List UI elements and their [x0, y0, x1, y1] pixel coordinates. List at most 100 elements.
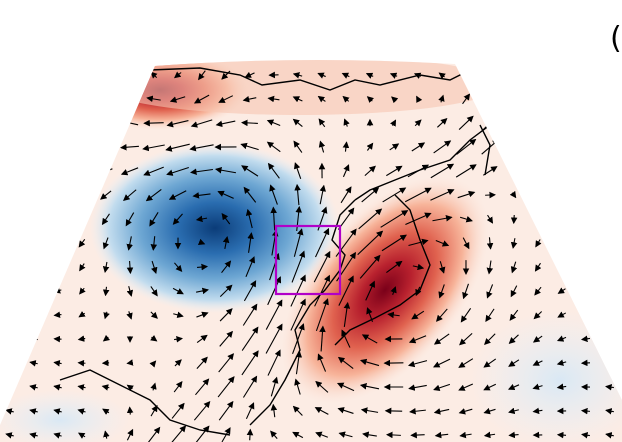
wind-arrow — [76, 120, 88, 126]
wind-arrow — [315, 298, 329, 332]
wind-arrow — [173, 311, 184, 319]
wind-arrow — [5, 239, 14, 247]
wind-arrow — [605, 120, 614, 127]
wind-arrow — [174, 359, 182, 367]
wind-arrow — [53, 239, 62, 246]
wind-arrow — [266, 119, 281, 126]
wind-arrow — [381, 234, 407, 252]
wind-arrow — [317, 95, 326, 103]
wind-arrow — [361, 334, 378, 344]
wind-arrow — [508, 140, 521, 153]
wind-arrow — [171, 402, 185, 419]
wind-arrow — [174, 335, 184, 343]
wind-arrow — [462, 283, 469, 300]
wind-arrow — [172, 287, 184, 295]
wind-arrow — [29, 96, 38, 103]
wind-arrow — [460, 308, 472, 323]
wind-arrow — [267, 276, 282, 306]
wind-arrow — [77, 408, 86, 415]
wind-arrow — [77, 384, 86, 391]
wind-arrow — [510, 167, 519, 175]
wind-arrow — [430, 163, 455, 179]
wind-arrow — [408, 238, 429, 247]
wind-arrow — [196, 334, 208, 343]
wind-arrow — [507, 383, 520, 391]
wind-arrow — [52, 143, 63, 151]
wind-arrow — [75, 167, 88, 175]
wind-arrow — [534, 262, 542, 272]
wind-arrow — [77, 432, 86, 439]
wind-arrow — [459, 431, 472, 439]
wind-arrow — [433, 358, 451, 368]
wind-arrow — [606, 69, 613, 80]
wind-arrow — [294, 183, 301, 206]
wind-arrow — [243, 280, 257, 302]
wind-arrow — [360, 407, 379, 414]
wind-arrow — [533, 311, 543, 320]
wind-arrow — [126, 428, 134, 441]
wind-arrow — [196, 311, 209, 318]
wind-arrow — [532, 359, 543, 366]
wind-arrow — [269, 184, 278, 205]
wind-arrow — [197, 263, 209, 271]
wind-arrow — [126, 286, 134, 297]
wind-arrow — [534, 142, 541, 152]
wind-arrow — [340, 186, 352, 204]
wind-arrow — [364, 165, 376, 177]
wind-arrow — [405, 212, 432, 226]
wind-arrow — [5, 336, 14, 343]
wind-arrow — [430, 189, 455, 201]
wind-arrow — [103, 430, 110, 439]
wind-arrow — [149, 360, 157, 368]
wind-arrow — [319, 184, 326, 205]
wind-arrow — [5, 215, 14, 223]
wind-arrow — [102, 237, 110, 250]
wind-arrow — [79, 287, 86, 295]
wind-arrow — [580, 407, 591, 415]
wind-arrow — [532, 335, 543, 343]
wind-arrow — [217, 376, 235, 398]
wind-arrow — [100, 190, 112, 200]
wind-arrow — [241, 326, 259, 351]
wind-arrow — [483, 383, 497, 391]
wind-arrow — [507, 66, 521, 83]
wind-arrow — [166, 120, 189, 128]
wind-arrow — [265, 299, 283, 330]
wind-arrow — [366, 142, 374, 151]
wind-arrow — [318, 140, 326, 153]
wind-arrow — [365, 280, 376, 301]
wind-arrow — [486, 284, 494, 299]
wind-arrow — [197, 238, 206, 245]
wind-arrow — [462, 93, 471, 105]
wind-arrow — [194, 425, 210, 442]
wind-arrow — [193, 400, 211, 421]
wind-arrow — [28, 143, 39, 151]
wind-arrow — [532, 116, 544, 130]
wind-arrow — [486, 68, 494, 81]
wind-arrow — [343, 118, 350, 127]
wind-arrow — [557, 287, 566, 294]
wind-arrow — [459, 332, 473, 346]
wind-arrow — [605, 191, 614, 199]
wind-arrow — [150, 236, 158, 251]
wind-arrow — [125, 212, 135, 227]
wind-arrow — [195, 287, 209, 295]
wind-arrow — [557, 311, 567, 318]
wind-arrow — [53, 95, 63, 103]
wind-arrow — [582, 93, 589, 104]
wind-arrow — [404, 187, 432, 203]
wind-arrow — [126, 359, 134, 366]
wind-arrow — [5, 312, 14, 319]
wind-arrow — [120, 167, 139, 176]
wind-arrow — [103, 311, 110, 320]
wind-arrow — [243, 186, 257, 203]
wind-arrow — [270, 430, 278, 439]
wind-arrow — [29, 239, 38, 247]
wind-arrow — [337, 407, 354, 414]
wind-arrow — [314, 407, 329, 415]
wind-arrow — [196, 356, 208, 369]
wind-arrow — [29, 408, 38, 415]
wind-arrow — [97, 143, 113, 151]
